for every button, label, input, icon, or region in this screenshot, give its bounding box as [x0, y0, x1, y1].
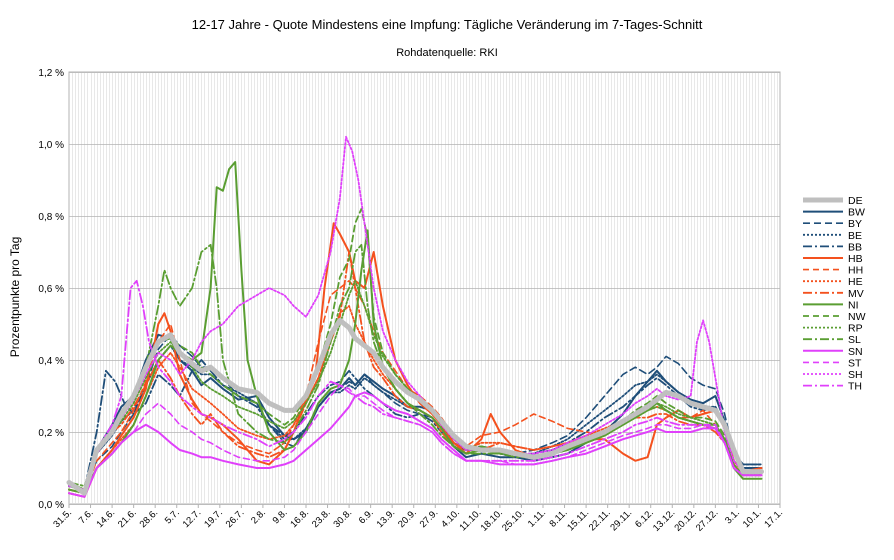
legend-label: SH [848, 369, 863, 381]
legend-label: TH [848, 381, 862, 393]
legend-label: BB [848, 241, 862, 253]
legend-label: HB [848, 253, 863, 265]
x-tick-label: 7.6. [77, 507, 96, 526]
x-tick-label: 30.8. [331, 507, 354, 530]
series-line-mv [68, 251, 763, 495]
x-tick-label: 13.12. [651, 507, 677, 533]
x-tick-label: 23.8. [310, 507, 333, 530]
x-tick-label: 22.11. [587, 507, 613, 533]
x-tick-label: 28.6. [138, 507, 161, 530]
series-line-sl [68, 243, 763, 487]
x-tick-label: 25.10. [500, 507, 526, 533]
x-tick-label: 21.6. [116, 507, 139, 530]
series-line-hb [68, 222, 763, 498]
x-tick-label: 11.10. [458, 507, 484, 533]
x-tick-label: 5.7. [163, 507, 182, 526]
series-line-sh [68, 135, 763, 491]
series-line-st [68, 384, 763, 498]
y-tick-label: 1,2 % [38, 68, 64, 79]
series-line-be [68, 344, 763, 491]
x-tick-label: 1.11. [526, 507, 548, 529]
y-tick-label: 0,4 % [38, 356, 64, 367]
y-tick-label: 0,0 % [38, 500, 64, 511]
x-tick-label: 3.1. [723, 507, 742, 526]
legend-label: NW [848, 311, 866, 323]
x-tick-label: 19.7. [202, 507, 225, 530]
plot-frame [68, 71, 781, 505]
legend-label: RP [848, 323, 863, 335]
x-tick-label: 12.7. [181, 507, 204, 530]
x-tick-label: 16.8. [288, 507, 311, 530]
legend-label: SN [848, 346, 863, 358]
legend-label: HH [848, 265, 863, 277]
x-tick-label: 26.7. [224, 507, 247, 530]
legend-label: MV [848, 288, 864, 300]
series-line-de [66, 317, 764, 496]
series-line-nw [68, 207, 763, 491]
chart-title: 12-17 Jahre - Quote Mindestens eine Impf… [191, 17, 703, 32]
series-line-sn [68, 391, 763, 498]
x-tick-label: 17.1. [762, 507, 785, 530]
x-tick-label: 27.9. [418, 507, 441, 530]
y-tick-label: 0,8 % [38, 212, 64, 223]
x-tick-label: 20.9. [396, 507, 419, 530]
y-tick-label: 1,0 % [38, 140, 64, 151]
y-tick-label: 0,2 % [38, 428, 64, 439]
x-tick-label: 15.11. [565, 507, 591, 533]
x-tick-label: 6.9. [357, 507, 376, 526]
chart-subtitle: Rohdatenquelle: RKI [396, 47, 498, 59]
x-tick-label: 20.12. [672, 507, 698, 533]
x-tick-label: 29.11. [608, 507, 634, 533]
x-tick-label: 27.12. [694, 507, 720, 533]
x-tick-label: 13.9. [375, 507, 398, 530]
legend-label: BE [848, 230, 862, 242]
x-tick-label: 2.8. [249, 507, 268, 526]
legend-label: HE [848, 276, 863, 288]
series-group [66, 135, 764, 498]
legend-label: SL [848, 334, 861, 346]
x-tick-label: 10.1. [741, 507, 764, 530]
legend-label: DE [848, 195, 863, 207]
x-tick-label: 18.10. [479, 507, 505, 533]
legend-label: BY [848, 218, 862, 230]
legend-label: NI [848, 299, 859, 311]
x-tick-label: 14.6. [94, 507, 117, 530]
legend-label: ST [848, 357, 862, 369]
legend-label: BW [848, 207, 865, 219]
y-tick-label: 0,6 % [38, 284, 64, 295]
x-tick-label: 9.8. [271, 507, 290, 526]
series-line-th [68, 279, 763, 498]
